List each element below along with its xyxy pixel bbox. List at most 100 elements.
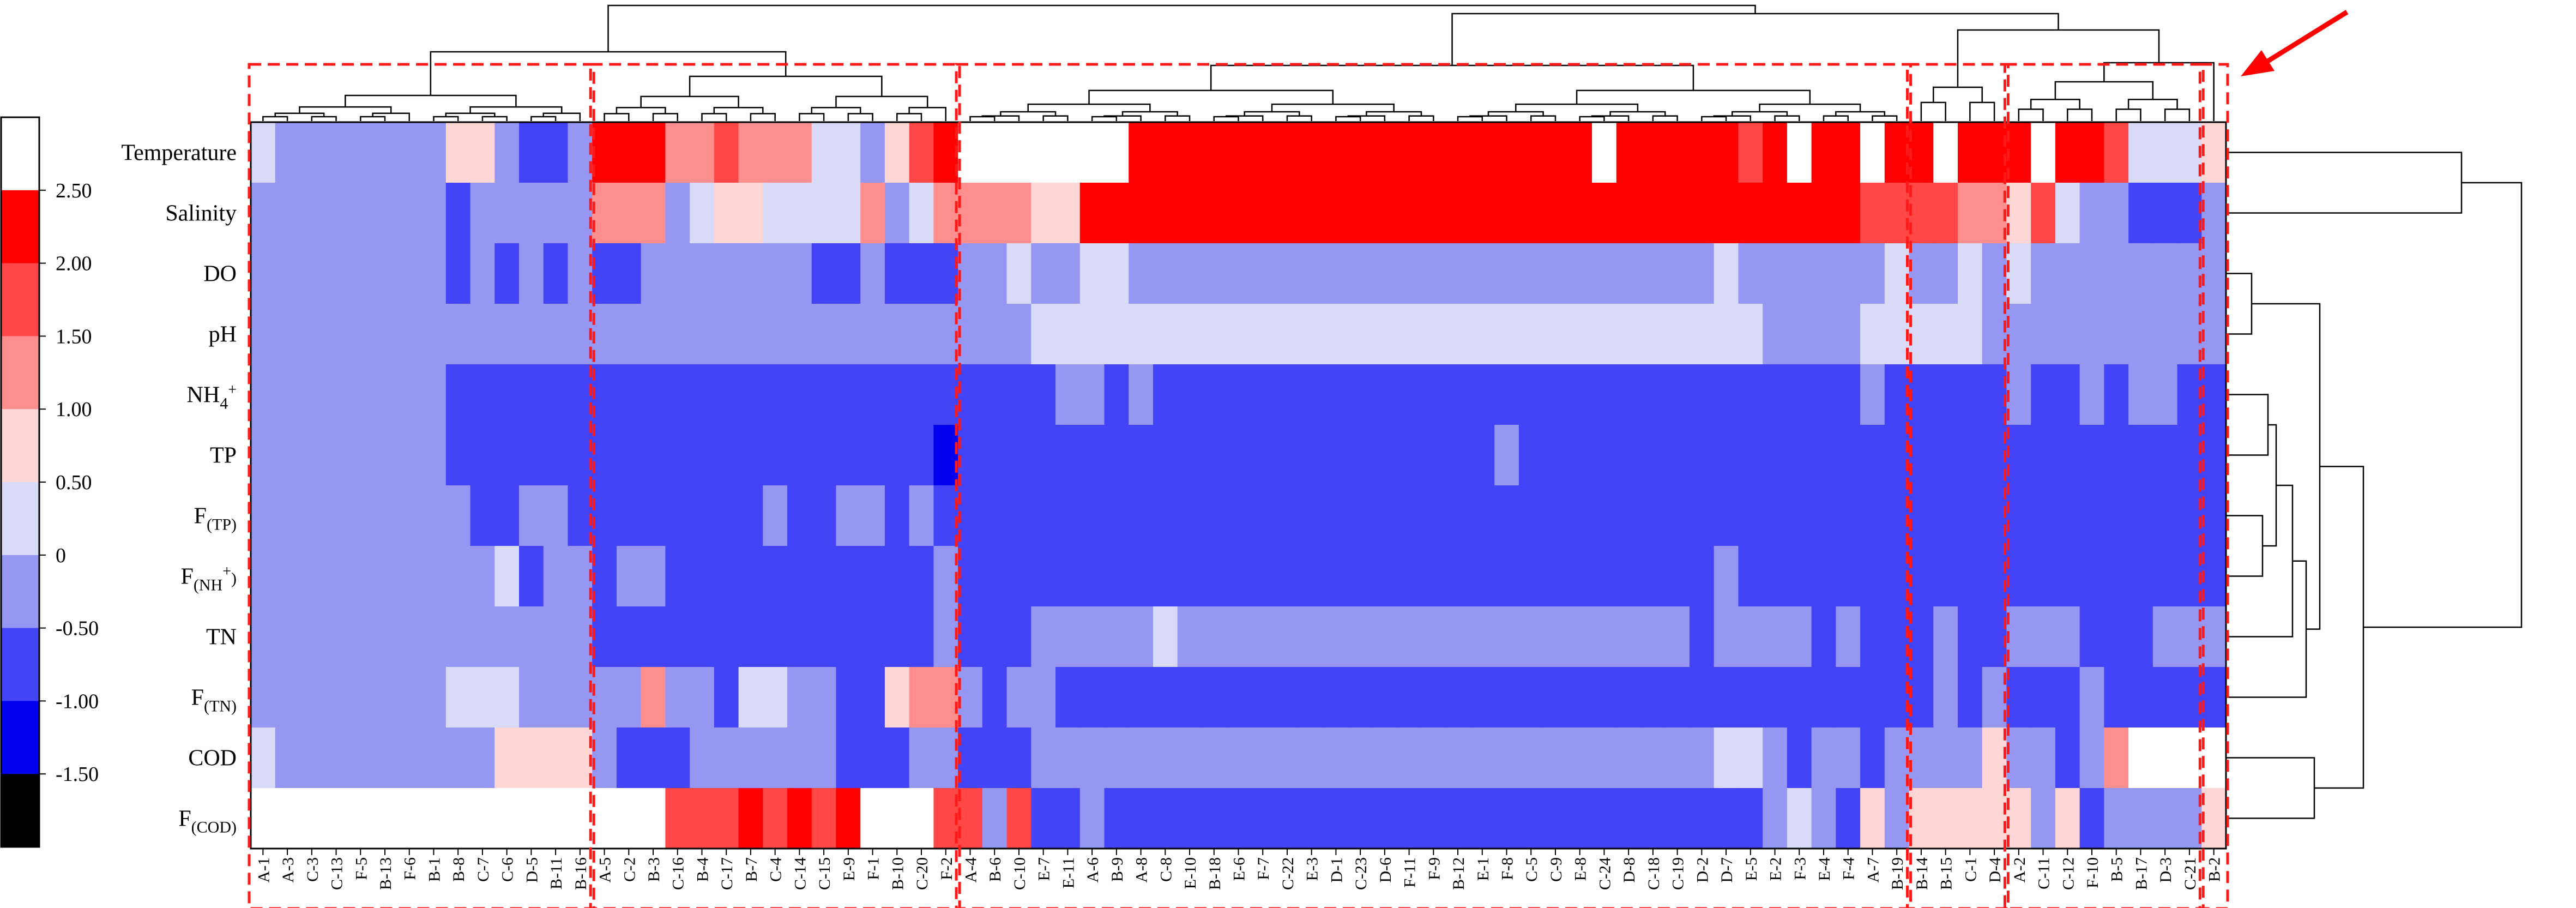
- heat-cell: [592, 546, 617, 607]
- heat-cell: [836, 788, 861, 849]
- heat-cell: [348, 364, 373, 425]
- heat-cell: [1129, 667, 1154, 728]
- heat-cell: [1226, 364, 1251, 425]
- heat-cell: [1202, 788, 1227, 849]
- dendrogram-branch: [2226, 273, 2253, 335]
- heat-cell: [519, 425, 544, 486]
- heat-cell: [860, 425, 885, 486]
- heat-cell: [397, 243, 422, 304]
- heat-cell: [1079, 243, 1105, 304]
- heat-cell: [860, 546, 885, 607]
- heat-cell: [1299, 606, 1324, 668]
- heat-cell: [1543, 606, 1568, 668]
- dendrogram-branch: [1576, 89, 1811, 105]
- column-label: F-3: [1791, 857, 1809, 880]
- heat-cell: [445, 243, 471, 304]
- heat-cell: [787, 304, 812, 365]
- heat-cell: [421, 485, 447, 546]
- column-label: B-2: [2206, 857, 2224, 882]
- column-label: A-3: [279, 857, 297, 883]
- heat-cell: [470, 425, 495, 486]
- heat-cell: [2201, 606, 2227, 668]
- dendrogram-branch: [896, 113, 922, 121]
- heat-cell: [1909, 667, 1934, 728]
- heat-cell: [1714, 546, 1739, 607]
- heat-cell: [1079, 727, 1105, 789]
- heat-cell: [397, 788, 422, 849]
- heat-cell: [811, 122, 837, 183]
- heat-cell: [1518, 243, 1544, 304]
- heat-cell: [1421, 727, 1446, 789]
- column-label: B-13: [377, 857, 395, 890]
- heat-cell: [884, 364, 910, 425]
- heat-cell: [1567, 727, 1592, 789]
- heat-cell: [2104, 183, 2129, 244]
- heat-cell: [568, 425, 593, 486]
- heat-cell: [641, 788, 666, 849]
- heat-cell: [763, 667, 788, 728]
- heat-cell: [1763, 727, 1788, 789]
- heat-cell: [1933, 364, 1958, 425]
- row-label: Temperature: [121, 141, 237, 166]
- heat-cell: [1079, 546, 1105, 607]
- heat-cell: [2031, 667, 2056, 728]
- heat-cell: [616, 243, 642, 304]
- column-label: D-6: [1377, 857, 1395, 883]
- heat-cell: [641, 727, 666, 789]
- heat-cell: [2031, 425, 2056, 486]
- heat-cell: [1129, 606, 1154, 668]
- heat-cell: [299, 122, 324, 183]
- dendrogram-branch: [469, 106, 563, 113]
- heat-cell: [1957, 122, 1983, 183]
- heat-cell: [1129, 364, 1154, 425]
- heat-cell: [2031, 546, 2056, 607]
- heat-cell: [397, 546, 422, 607]
- heat-cell: [2006, 304, 2031, 365]
- heat-cell: [1714, 364, 1739, 425]
- heat-cell: [1275, 546, 1300, 607]
- heat-cell: [1372, 667, 1397, 728]
- heat-cell: [2201, 667, 2227, 728]
- heat-cell: [1763, 304, 1788, 365]
- heat-cell: [2055, 364, 2080, 425]
- heat-cell: [2055, 243, 2080, 304]
- heat-cell: [2006, 485, 2031, 546]
- heat-cell: [1104, 364, 1129, 425]
- heat-cell: [1421, 425, 1446, 486]
- column-label: F-9: [1425, 857, 1443, 880]
- heat-cell: [1031, 546, 1056, 607]
- legend-swatch: [1, 190, 39, 264]
- heat-cell: [933, 667, 958, 728]
- heat-cell: [299, 425, 324, 486]
- column-label: A-2: [2011, 857, 2029, 883]
- legend-tick-label: -1.00: [56, 690, 99, 713]
- heat-cell: [982, 546, 1008, 607]
- heat-cell: [1714, 788, 1739, 849]
- heat-cell: [1860, 425, 1885, 486]
- heat-cell: [494, 364, 520, 425]
- heat-cell: [1348, 425, 1373, 486]
- heat-cell: [1909, 364, 1934, 425]
- heat-cell: [1397, 243, 1422, 304]
- heat-cell: [1616, 727, 1642, 789]
- heat-cell: [1031, 667, 1056, 728]
- heat-cell: [1104, 788, 1129, 849]
- heat-cell: [2079, 183, 2104, 244]
- heat-cell: [958, 243, 983, 304]
- heat-cell: [665, 122, 690, 183]
- heat-cell: [275, 667, 300, 728]
- heat-cell: [1202, 727, 1227, 789]
- heat-cell: [275, 546, 300, 607]
- heat-cell: [1567, 364, 1592, 425]
- heat-cell: [1640, 606, 1666, 668]
- legend-swatch: [1, 701, 39, 774]
- heat-cell: [470, 546, 495, 607]
- heat-cell: [494, 727, 520, 789]
- heatmap-cells: [251, 122, 2227, 849]
- heat-cell: [1202, 425, 1227, 486]
- heat-cell: [714, 304, 739, 365]
- heat-cell: [1592, 606, 1617, 668]
- heat-cell: [2201, 122, 2227, 183]
- heat-cell: [519, 485, 544, 546]
- heat-cell: [982, 727, 1008, 789]
